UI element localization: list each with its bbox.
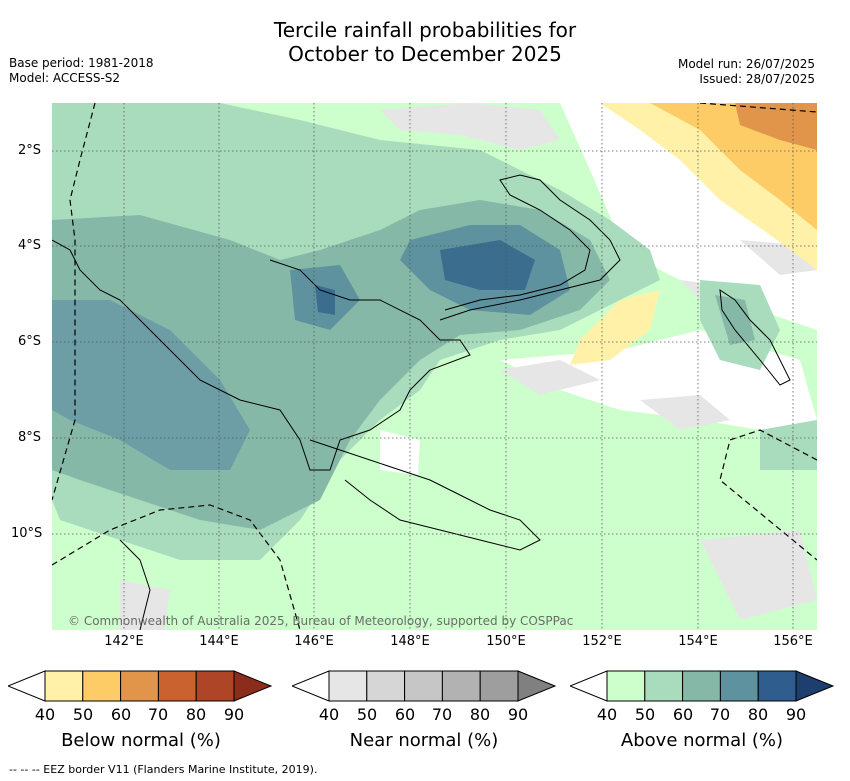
map-fill-layers bbox=[52, 103, 817, 630]
above-normal-title: Above normal (%) bbox=[620, 730, 784, 751]
map-title: Tercile rainfall probabilities for Octob… bbox=[0, 18, 850, 66]
lon-label: 144°E bbox=[199, 634, 239, 649]
below-normal-50-area-2 bbox=[570, 290, 660, 365]
colorbar-high-arrow bbox=[233, 670, 273, 702]
near-normal-area-4 bbox=[640, 395, 730, 430]
colorbar-low-arrow bbox=[292, 670, 330, 702]
issue-info: Model run: 26/07/2025 Issued: 28/07/2025 bbox=[678, 57, 815, 87]
eez-legend: -- -- -- EEZ border V11 (Flanders Marine… bbox=[9, 763, 318, 776]
colorbar-low-arrow bbox=[570, 670, 608, 702]
colorbar-low-arrow bbox=[8, 670, 46, 702]
near-normal-colorbar bbox=[292, 670, 557, 702]
model-name: Model: ACCESS-S2 bbox=[9, 71, 121, 85]
above-normal-60-area-2 bbox=[715, 295, 755, 345]
eez-border-east bbox=[719, 429, 817, 561]
issued-date: Issued: 28/07/2025 bbox=[699, 72, 815, 86]
tick-label: 70 bbox=[147, 705, 169, 724]
tick-label: 40 bbox=[596, 705, 618, 724]
below-normal-colorbar bbox=[8, 670, 273, 702]
tick-label: 50 bbox=[72, 705, 94, 724]
lat-label: 6°S bbox=[18, 334, 42, 349]
eez-border-south bbox=[52, 504, 301, 630]
above-normal-70-area-3 bbox=[52, 300, 250, 470]
lon-label: 150°E bbox=[486, 634, 526, 649]
above-normal-80-area-2 bbox=[315, 285, 335, 315]
new-britain-coastline bbox=[439, 174, 621, 321]
near-normal-area bbox=[380, 103, 560, 150]
copyright-notice: © Commonwealth of Australia 2025, Bureau… bbox=[68, 614, 574, 628]
tick-label: 40 bbox=[34, 705, 56, 724]
lat-label: 4°S bbox=[18, 238, 42, 253]
colorbar-cell bbox=[606, 670, 646, 702]
south-coastline bbox=[309, 439, 541, 551]
model-info: Base period: 1981-2018 Model: ACCESS-S2 bbox=[9, 56, 154, 86]
lon-label: 142°E bbox=[104, 634, 144, 649]
tick-label: 70 bbox=[709, 705, 731, 724]
tick-label: 80 bbox=[469, 705, 491, 724]
lat-label: 10°S bbox=[11, 526, 43, 541]
colorbar-cell bbox=[120, 670, 159, 702]
colorbar-cell bbox=[479, 670, 519, 702]
below-normal-70-area bbox=[735, 103, 817, 150]
colorbar-cell bbox=[82, 670, 122, 702]
title-line-2: October to December 2025 bbox=[288, 42, 562, 66]
near-normal-title: Near normal (%) bbox=[349, 730, 499, 751]
tick-label: 90 bbox=[223, 705, 245, 724]
base-period: Base period: 1981-2018 bbox=[9, 56, 154, 70]
tick-label: 90 bbox=[785, 705, 807, 724]
colorbar-cell bbox=[195, 670, 235, 702]
lon-label: 148°E bbox=[390, 634, 430, 649]
tick-label: 80 bbox=[747, 705, 769, 724]
colorbar-cell bbox=[757, 670, 797, 702]
tick-label: 40 bbox=[318, 705, 340, 724]
lon-label: 154°E bbox=[678, 634, 718, 649]
lon-label: 152°E bbox=[582, 634, 622, 649]
tick-label: 70 bbox=[431, 705, 453, 724]
colorbar-cell bbox=[44, 670, 84, 702]
colorbar-cell bbox=[644, 670, 684, 702]
tick-label: 50 bbox=[634, 705, 656, 724]
tick-label: 80 bbox=[185, 705, 207, 724]
gridlines bbox=[52, 103, 817, 630]
colorbar-cell bbox=[157, 670, 197, 702]
bougainville-coastline bbox=[719, 288, 791, 386]
near-normal-area-7 bbox=[120, 580, 170, 630]
near-normal-area-6 bbox=[500, 360, 600, 395]
colorbar-cell bbox=[328, 670, 368, 702]
colorbar-high-arrow bbox=[795, 670, 835, 702]
colorbar-high-arrow bbox=[517, 670, 557, 702]
lat-label: 2°S bbox=[18, 143, 42, 158]
above-normal-colorbar bbox=[570, 670, 835, 702]
tick-label: 50 bbox=[356, 705, 378, 724]
lat-label: 8°S bbox=[18, 430, 42, 445]
eez-border-west bbox=[52, 103, 96, 501]
png-coastline bbox=[52, 239, 471, 471]
below-normal-title: Below normal (%) bbox=[61, 730, 221, 751]
near-normal-area-5 bbox=[700, 530, 817, 620]
colorbar-cell bbox=[404, 670, 443, 702]
australia-coastline bbox=[119, 539, 151, 630]
colorbar-cell bbox=[366, 670, 406, 702]
colorbar-cell bbox=[719, 670, 759, 702]
tick-label: 90 bbox=[507, 705, 529, 724]
tick-label: 60 bbox=[394, 705, 416, 724]
lon-label: 146°E bbox=[294, 634, 334, 649]
probability-map bbox=[52, 103, 817, 630]
model-run-date: Model run: 26/07/2025 bbox=[677, 57, 815, 71]
tick-label: 60 bbox=[110, 705, 132, 724]
title-line-1: Tercile rainfall probabilities for bbox=[273, 18, 577, 42]
colorbar-cell bbox=[682, 670, 721, 702]
lon-label: 156°E bbox=[773, 634, 813, 649]
colorbar-cell bbox=[441, 670, 481, 702]
tick-label: 60 bbox=[672, 705, 694, 724]
above-normal-80-area bbox=[440, 240, 535, 290]
